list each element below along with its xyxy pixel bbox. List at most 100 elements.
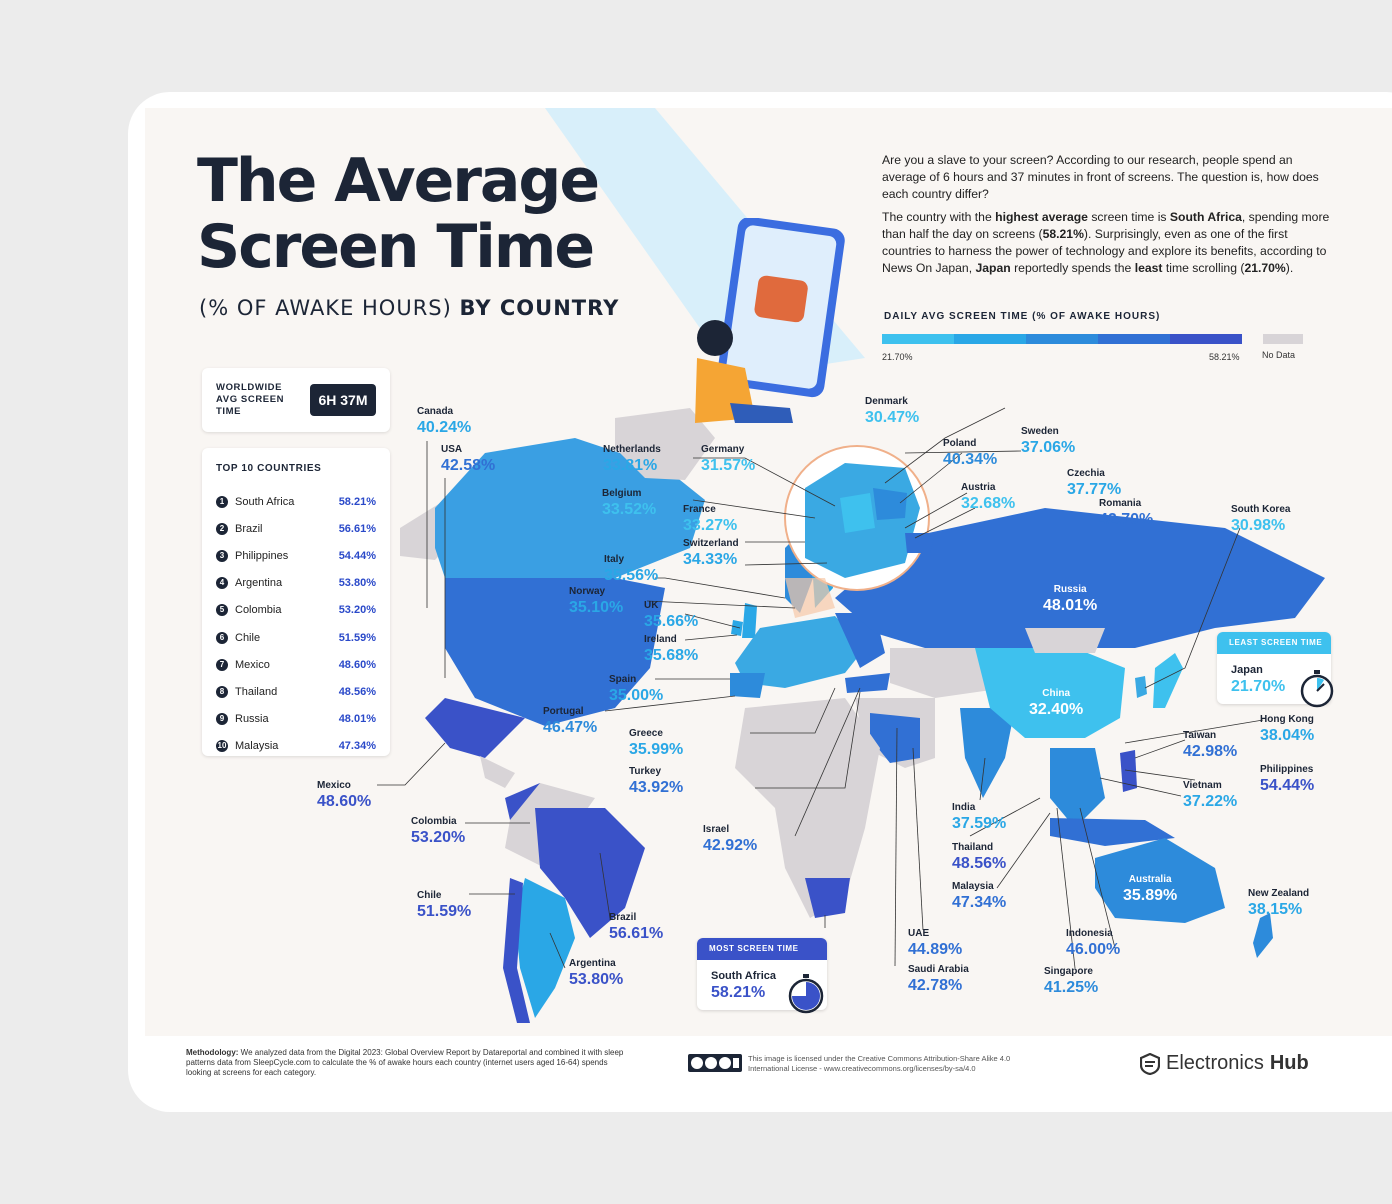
label-canada: Canada 40.24% bbox=[417, 406, 472, 436]
rank-badge: 1 bbox=[216, 495, 228, 508]
cc-by-sa-icon bbox=[688, 1054, 742, 1072]
label-vietnam: Vietnam 37.22% bbox=[1183, 780, 1238, 810]
value-vietnam: 37.22% bbox=[1183, 793, 1238, 810]
value-sweden: 37.06% bbox=[1021, 439, 1076, 456]
magnifier-poland bbox=[873, 488, 907, 520]
country-value: 48.56% bbox=[338, 685, 376, 698]
legend-swatch-4 bbox=[1098, 334, 1170, 344]
rank-badge: 9 bbox=[216, 713, 228, 726]
top-10-title: TOP 10 COUNTRIES bbox=[216, 463, 322, 474]
country-name: Chile bbox=[235, 631, 261, 644]
list-item: 6 Chile 51.59% bbox=[216, 624, 376, 651]
value-israel: 42.92% bbox=[703, 837, 758, 854]
value-uae: 44.89% bbox=[908, 941, 963, 958]
legend-swatch-3 bbox=[1026, 334, 1098, 344]
label-netherlands: Netherlands 33.81% bbox=[603, 444, 661, 474]
magnifier-germany bbox=[840, 493, 875, 533]
value-new-zealand: 38.15% bbox=[1248, 901, 1303, 918]
value-portugal: 46.47% bbox=[543, 719, 598, 736]
label-argentina: Argentina 53.80% bbox=[569, 958, 624, 988]
country-value: 48.01% bbox=[338, 713, 376, 726]
value-singapore: 41.25% bbox=[1044, 979, 1099, 996]
label-turkey: Turkey 43.92% bbox=[629, 766, 684, 796]
label-singapore: Singapore 41.25% bbox=[1044, 966, 1099, 996]
intro-paragraph-1: Are you a slave to your screen? Accordin… bbox=[882, 153, 1319, 201]
label-saudi-arabia: Saudi Arabia 42.78% bbox=[908, 964, 969, 994]
label-uk: UK 35.66% bbox=[644, 600, 699, 630]
legend-min-label: 21.70% bbox=[882, 352, 913, 362]
region-brazil bbox=[535, 808, 645, 938]
subtitle: (% OF AWAKE HOURS) BY COUNTRY bbox=[199, 296, 619, 320]
magnifier-stem bbox=[785, 578, 835, 618]
label-greece: Greece 35.99% bbox=[629, 728, 684, 758]
top-10-list: 1 South Africa 58.21% 2 Brazil 56.61% 3 Phili… bbox=[216, 488, 376, 760]
least-callout-header: LEAST SCREEN TIME bbox=[1217, 632, 1331, 654]
label-romania: Romania 42.70% bbox=[1099, 498, 1154, 528]
country-name: Argentina bbox=[235, 577, 283, 590]
legend-swatch-1 bbox=[882, 334, 954, 344]
rank-badge: 4 bbox=[216, 577, 228, 590]
region-ireland bbox=[731, 620, 743, 636]
label-sweden: Sweden 37.06% bbox=[1021, 426, 1076, 456]
legend-swatch-5 bbox=[1170, 334, 1242, 344]
region-japan bbox=[1153, 653, 1183, 708]
least-callout-country: Japan bbox=[1231, 664, 1263, 676]
most-callout-value: 58.21% bbox=[711, 984, 766, 1001]
infographic: The Average Screen Time (% OF AWAKE HOUR… bbox=[145, 108, 1392, 1036]
list-item: 2 Brazil 56.61% bbox=[216, 515, 376, 542]
worldwide-label: WORLDWIDE AVG SCREEN TIME bbox=[216, 382, 285, 417]
list-item: 8 Thailand 48.56% bbox=[216, 678, 376, 705]
region-australia bbox=[1095, 838, 1225, 923]
legend-max-label: 58.21% bbox=[1209, 352, 1240, 362]
label-uae: UAE 44.89% bbox=[908, 928, 963, 958]
country-value: 53.80% bbox=[338, 577, 376, 590]
country-value: 58.21% bbox=[338, 495, 376, 508]
rank-badge: 6 bbox=[216, 631, 228, 644]
region-spain-portugal bbox=[730, 673, 765, 698]
label-thailand: Thailand 48.56% bbox=[952, 842, 1007, 872]
country-name: Colombia bbox=[235, 604, 282, 617]
brand-name-bold: Hub bbox=[1269, 1052, 1309, 1074]
value-philippines: 54.44% bbox=[1260, 777, 1315, 794]
most-callout-header: MOST SCREEN TIME bbox=[697, 938, 827, 960]
legend-no-data-label: No Data bbox=[1262, 350, 1296, 360]
region-south-africa bbox=[805, 878, 850, 918]
value-south-korea: 30.98% bbox=[1231, 517, 1286, 534]
country-name: Philippines bbox=[235, 549, 289, 562]
page-title: The Average Screen Time bbox=[197, 148, 600, 280]
label-malaysia: Malaysia 47.34% bbox=[952, 881, 1007, 911]
value-spain: 35.00% bbox=[609, 687, 664, 704]
label-norway: Norway 35.10% bbox=[569, 586, 624, 616]
region-indonesia bbox=[1050, 818, 1175, 846]
label-poland: Poland 40.34% bbox=[943, 438, 998, 468]
label-taiwan: Taiwan 42.98% bbox=[1183, 730, 1238, 760]
value-uk: 35.66% bbox=[644, 613, 699, 630]
brand-logo: Electronics Hub bbox=[1140, 1052, 1309, 1075]
region-new-zealand bbox=[1253, 913, 1273, 958]
worldwide-avg-box: WORLDWIDE AVG SCREEN TIME 6H 37M bbox=[202, 368, 390, 432]
label-mexico: Mexico 48.60% bbox=[317, 780, 372, 810]
country-value: 47.34% bbox=[338, 740, 376, 753]
value-colombia: 53.20% bbox=[411, 829, 466, 846]
label-new-zealand: New Zealand 38.15% bbox=[1248, 888, 1310, 918]
country-name: Malaysia bbox=[235, 740, 279, 753]
label-belgium: Belgium 33.52% bbox=[602, 488, 657, 518]
value-india: 37.59% bbox=[952, 815, 1007, 832]
subtitle-regular: (% OF AWAKE HOURS) bbox=[199, 296, 452, 320]
label-switzerland: Switzerland 34.33% bbox=[683, 538, 739, 568]
rank-badge: 10 bbox=[216, 740, 228, 753]
region-turkey bbox=[845, 673, 890, 693]
electronics-hub-logo-icon bbox=[1140, 1052, 1160, 1075]
least-screen-time-callout: LEAST SCREEN TIME Japan 21.70% bbox=[1217, 632, 1334, 708]
intro-text: Are you a slave to your screen? Accordin… bbox=[882, 152, 1332, 283]
value-saudi-arabia: 42.78% bbox=[908, 977, 963, 994]
methodology-note: Methodology: We analyzed data from the D… bbox=[186, 1048, 624, 1077]
label-portugal: Portugal 46.47% bbox=[543, 706, 598, 736]
value-brazil: 56.61% bbox=[609, 925, 664, 942]
label-brazil: Brazil 56.61% bbox=[609, 912, 664, 942]
license-note: This image is licensed under the Creativ… bbox=[748, 1054, 1011, 1073]
subtitle-bold: BY COUNTRY bbox=[459, 296, 620, 320]
legend-no-data-swatch bbox=[1263, 334, 1303, 344]
value-romania: 42.70% bbox=[1099, 511, 1154, 528]
region-saudi-arabia bbox=[870, 713, 920, 763]
